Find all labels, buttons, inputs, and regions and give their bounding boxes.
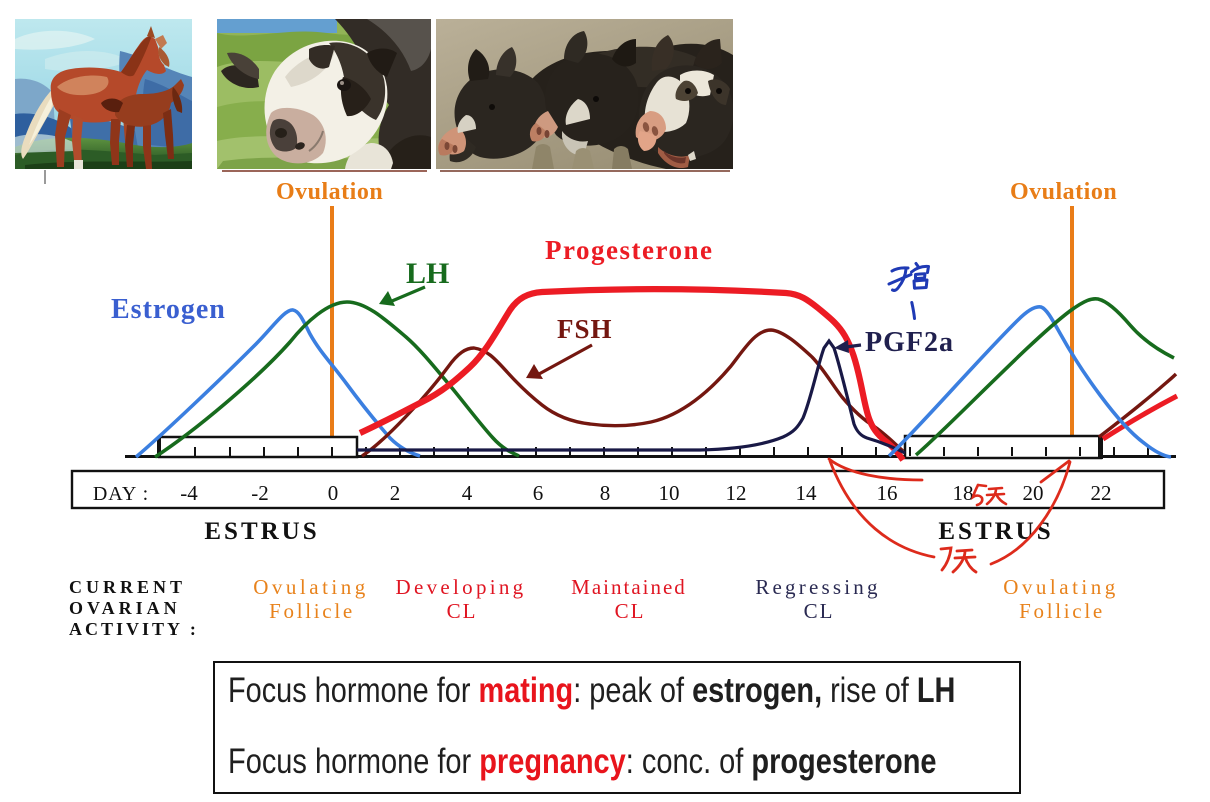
svg-text:22: 22 bbox=[1091, 481, 1112, 505]
svg-text:Ovulating: Ovulating bbox=[1003, 575, 1119, 599]
svg-text:FSH: FSH bbox=[557, 314, 613, 344]
svg-text:Focus hormone for pregnancy: c: Focus hormone for pregnancy: conc. of pr… bbox=[228, 741, 937, 780]
svg-text:2: 2 bbox=[390, 481, 401, 505]
svg-text:CURRENT: CURRENT bbox=[69, 577, 186, 597]
svg-text:Maintained: Maintained bbox=[571, 575, 687, 599]
svg-text:20: 20 bbox=[1023, 481, 1044, 505]
svg-text:14: 14 bbox=[796, 481, 818, 505]
svg-text:0: 0 bbox=[328, 481, 339, 505]
svg-text:Ovulating: Ovulating bbox=[253, 575, 369, 599]
svg-text:ESTRUS: ESTRUS bbox=[938, 518, 1053, 545]
svg-text:Follicle: Follicle bbox=[269, 599, 355, 623]
svg-text:OVARIAN: OVARIAN bbox=[69, 598, 181, 618]
svg-text:6: 6 bbox=[533, 481, 544, 505]
svg-text:Ovulation: Ovulation bbox=[276, 179, 383, 205]
svg-text:Developing: Developing bbox=[396, 575, 527, 599]
svg-text:LH: LH bbox=[406, 257, 449, 290]
svg-text:-2: -2 bbox=[251, 481, 269, 505]
svg-text:-4: -4 bbox=[180, 481, 198, 505]
svg-text:Ovulation: Ovulation bbox=[1010, 179, 1117, 205]
svg-text:CL: CL bbox=[804, 599, 835, 623]
svg-text:4: 4 bbox=[462, 481, 473, 505]
svg-text:18: 18 bbox=[953, 481, 974, 505]
svg-text:8: 8 bbox=[600, 481, 611, 505]
svg-text:16: 16 bbox=[877, 481, 898, 505]
svg-text:12: 12 bbox=[726, 481, 747, 505]
svg-text:PGF2a: PGF2a bbox=[865, 327, 954, 358]
svg-text:CL: CL bbox=[447, 599, 478, 623]
svg-text:10: 10 bbox=[659, 481, 680, 505]
svg-text:Follicle: Follicle bbox=[1019, 599, 1105, 623]
svg-text:CL: CL bbox=[615, 599, 646, 623]
svg-text:ACTIVITY :: ACTIVITY : bbox=[69, 619, 199, 639]
svg-text:Progesterone: Progesterone bbox=[545, 235, 713, 265]
svg-text:Regressing: Regressing bbox=[755, 575, 880, 599]
svg-text:Estrogen: Estrogen bbox=[111, 294, 226, 325]
svg-text:DAY :: DAY : bbox=[93, 483, 149, 505]
svg-text:ESTRUS: ESTRUS bbox=[204, 518, 319, 545]
svg-text:Focus hormone for mating: peak: Focus hormone for mating: peak of estrog… bbox=[228, 670, 955, 709]
